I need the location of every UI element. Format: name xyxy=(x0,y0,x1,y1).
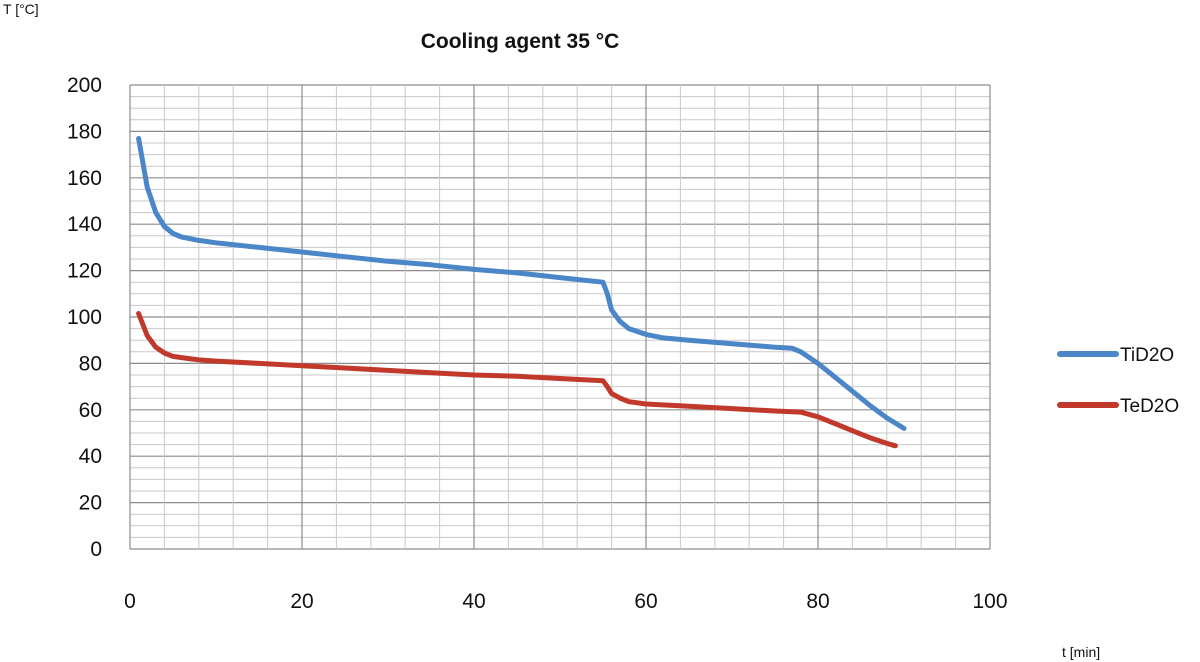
y-tick-label: 20 xyxy=(79,492,102,515)
y-tick-label: 40 xyxy=(79,445,102,468)
tick-labels: 0 20 40 60 80 100 120 140 160 180 200 0 20 40 60 80 100 xyxy=(67,74,1008,613)
legend-item-ted2o: TeD2O xyxy=(1057,396,1179,417)
x-tick-label: 80 xyxy=(806,590,829,613)
series-lines xyxy=(136,135,907,449)
legend-item-tid2o: TiD2O xyxy=(1057,345,1174,366)
x-axis-title: t [min] xyxy=(1062,644,1100,660)
y-tick-label: 60 xyxy=(79,399,102,422)
legend: TiD2O TeD2O xyxy=(1057,345,1179,417)
x-tick-label: 20 xyxy=(290,590,313,613)
x-tick-label: 40 xyxy=(462,590,485,613)
x-tick-label: 100 xyxy=(972,590,1007,613)
x-tick-label: 60 xyxy=(634,590,657,613)
y-tick-label: 180 xyxy=(67,120,102,143)
gridlines xyxy=(129,84,991,550)
y-tick-label: 120 xyxy=(67,260,102,283)
series-line-tid2o xyxy=(136,135,907,431)
y-tick-label: 80 xyxy=(79,352,102,375)
series-line-ted2o xyxy=(136,311,898,449)
y-tick-label: 100 xyxy=(67,306,102,329)
y-tick-label: 160 xyxy=(67,167,102,190)
y-tick-label: 0 xyxy=(90,538,102,561)
legend-label-tid2o: TiD2O xyxy=(1120,345,1174,366)
legend-label-ted2o: TeD2O xyxy=(1120,396,1179,417)
chart-title: Cooling agent 35 °C xyxy=(421,30,620,53)
x-tick-label: 0 xyxy=(124,590,136,613)
y-tick-label: 200 xyxy=(67,74,102,97)
y-tick-label: 140 xyxy=(67,213,102,236)
y-axis-title: T [°C] xyxy=(3,1,39,17)
